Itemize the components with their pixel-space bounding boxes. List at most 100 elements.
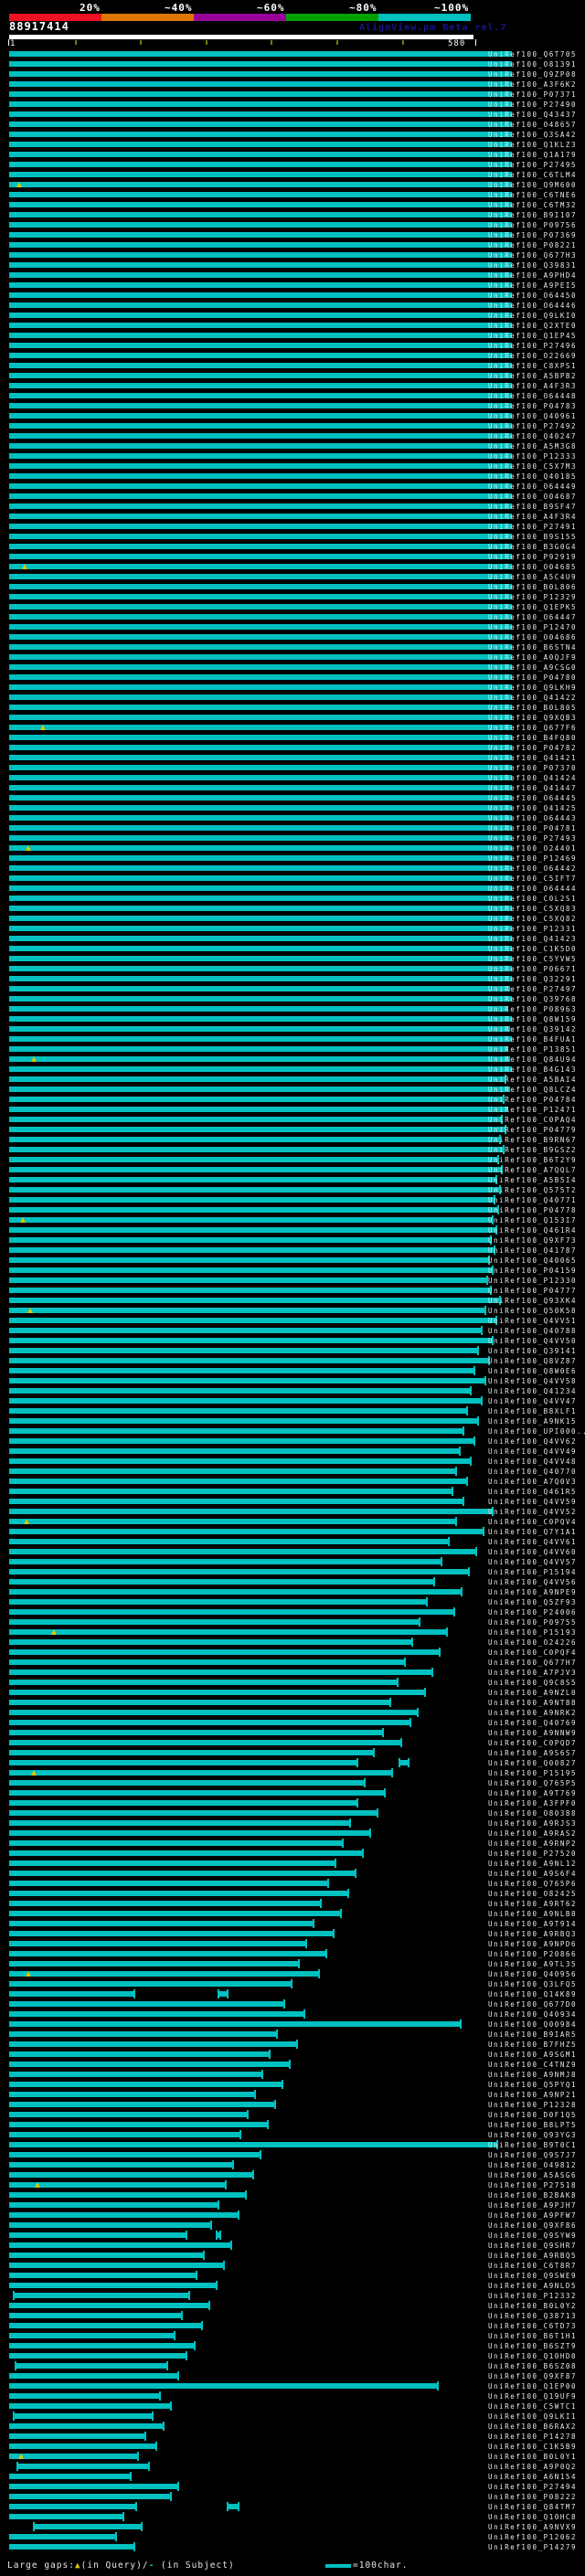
hit-label[interactable]: UniRef100_O04685	[488, 563, 578, 571]
alignment-bar[interactable]	[9, 403, 512, 408]
alignment-bar[interactable]	[9, 1810, 378, 1816]
alignment-bar[interactable]	[9, 1800, 358, 1806]
hit-label[interactable]: UniRef100_P27495	[488, 161, 578, 169]
hit-label[interactable]: UniRef100_Q461R4	[488, 1226, 578, 1235]
alignment-bar[interactable]	[9, 1257, 490, 1263]
alignment-bar[interactable]	[9, 514, 512, 519]
alignment-bar[interactable]	[9, 1338, 494, 1343]
alignment-bar[interactable]	[9, 2534, 117, 2539]
alignment-bar[interactable]	[9, 654, 512, 660]
hit-label[interactable]: UniRef100_P04779	[488, 1126, 578, 1134]
alignment-bar[interactable]	[9, 1358, 490, 1363]
alignment-bar[interactable]	[9, 996, 512, 1002]
alignment-bar[interactable]	[9, 976, 512, 981]
hit-label[interactable]: UniRef100_A9PHD4	[488, 271, 578, 280]
hit-label[interactable]: UniRef100_P27518	[488, 2181, 578, 2189]
hit-label[interactable]: UniRef100_A9NK15	[488, 1417, 578, 1426]
hit-label[interactable]: UniRef100_Q00827	[488, 1759, 578, 1767]
hit-label[interactable]: UniRef100_A9SGM1	[488, 2051, 578, 2059]
alignment-bar[interactable]	[9, 1599, 428, 1605]
alignment-bar[interactable]	[9, 594, 512, 599]
alignment-bar[interactable]	[9, 1629, 448, 1635]
alignment-bar[interactable]	[9, 1298, 501, 1303]
hit-label[interactable]: UniRef100_Q5PYQ1	[488, 2081, 578, 2089]
hit-label[interactable]: UniRef100_B2BAK8	[488, 2191, 578, 2200]
hit-label[interactable]: UniRef100_Q10HC8	[488, 2513, 578, 2521]
hit-label[interactable]: UniRef100_Q40771	[488, 1196, 578, 1204]
alignment-bar[interactable]	[9, 745, 512, 750]
alignment-bar[interactable]	[9, 614, 512, 620]
alignment-bar[interactable]	[9, 373, 512, 378]
hit-label[interactable]: UniRef100_B8LPT5	[488, 2121, 578, 2129]
hit-label[interactable]: UniRef100_P08222	[488, 2493, 578, 2501]
hit-label[interactable]: UniRef100_P12470	[488, 623, 578, 631]
hit-label[interactable]: UniRef100_P12469	[488, 854, 578, 863]
hit-label[interactable]: UniRef100_B6RAX2	[488, 2422, 578, 2431]
alignment-bar[interactable]	[9, 383, 512, 388]
hit-label[interactable]: UniRef100_B6T2Y9	[488, 1156, 578, 1164]
hit-label[interactable]: UniRef100_P27497	[488, 985, 578, 993]
hit-label[interactable]: UniRef100_B9SF47	[488, 503, 578, 511]
hit-label[interactable]: UniRef100_Q4VV57	[488, 1558, 578, 1566]
hit-label[interactable]: UniRef100_Q39141	[488, 1347, 578, 1355]
alignment-bar[interactable]	[9, 1639, 413, 1645]
hit-label[interactable]: UniRef100_A7PJV3	[488, 1669, 578, 1677]
alignment-bar[interactable]	[9, 2283, 218, 2288]
hit-label[interactable]: UniRef100_Q1A179	[488, 151, 578, 159]
alignment-bar[interactable]	[227, 2504, 239, 2509]
hit-label[interactable]: UniRef100_Q4VV61	[488, 1538, 578, 1546]
hit-label[interactable]: UniRef100_Q4VV59	[488, 1498, 578, 1506]
alignment-bar[interactable]	[9, 1690, 426, 1695]
alignment-bar[interactable]	[9, 91, 512, 97]
hit-label[interactable]: UniRef100_P12333	[488, 452, 578, 461]
alignment-bar[interactable]	[9, 1328, 483, 1333]
hit-label[interactable]: UniRef100_C5IFT7	[488, 875, 578, 883]
alignment-bar[interactable]	[9, 2092, 256, 2097]
hit-label[interactable]: UniRef100_Q43437	[488, 111, 578, 119]
alignment-bar[interactable]	[9, 705, 512, 710]
hit-label[interactable]: UniRef100_O22669	[488, 352, 578, 360]
hit-label[interactable]: UniRef100_Q1EPK5	[488, 603, 578, 611]
hit-label[interactable]: UniRef100_A9PJH7	[488, 2201, 578, 2210]
alignment-bar[interactable]	[9, 2142, 498, 2147]
hit-label[interactable]: UniRef100_UPI000..	[488, 1427, 585, 1436]
alignment-bar[interactable]	[9, 71, 512, 77]
hit-label[interactable]: UniRef100_P24006	[488, 1608, 578, 1617]
alignment-bar[interactable]	[9, 1730, 384, 1735]
hit-label[interactable]: UniRef100_Q8LCZ4	[488, 1086, 578, 1094]
alignment-bar[interactable]	[9, 1036, 512, 1042]
hit-label[interactable]: UniRef100_Q41787	[488, 1246, 578, 1255]
alignment-bar[interactable]	[9, 2443, 157, 2449]
hit-label[interactable]: UniRef100_B3G0G4	[488, 543, 578, 551]
hit-label[interactable]: UniRef100_Q40185	[488, 472, 578, 481]
hit-label[interactable]: UniRef100_Q3SA42	[488, 131, 578, 139]
hit-label[interactable]: UniRef100_Q39831	[488, 261, 578, 270]
hit-label[interactable]: UniRef100_P12332	[488, 2292, 578, 2300]
alignment-bar[interactable]	[9, 604, 512, 610]
alignment-bar[interactable]	[9, 1277, 488, 1283]
alignment-bar[interactable]	[9, 1217, 494, 1223]
alignment-bar[interactable]	[9, 2373, 179, 2379]
hit-label[interactable]: UniRef100_Q2XTE0	[488, 322, 578, 330]
alignment-bar[interactable]	[9, 916, 512, 921]
alignment-bar[interactable]	[9, 775, 512, 780]
alignment-bar[interactable]	[9, 393, 512, 398]
alignment-bar[interactable]	[9, 1931, 335, 1936]
hit-label[interactable]: UniRef100_B6SZT9	[488, 2342, 578, 2350]
hit-label[interactable]: UniRef100_A9S6S7	[488, 1749, 578, 1757]
alignment-bar[interactable]	[9, 2544, 135, 2549]
hit-label[interactable]: UniRef100_Q40961	[488, 412, 578, 420]
alignment-bar[interactable]	[9, 1609, 455, 1615]
hit-label[interactable]: UniRef100_C5XQ83	[488, 905, 578, 913]
hit-label[interactable]: UniRef100_A3F6K2	[488, 80, 578, 89]
hit-label[interactable]: UniRef100_Q9C8S5	[488, 1679, 578, 1687]
alignment-bar[interactable]	[9, 1177, 497, 1182]
hit-label[interactable]: UniRef100_C1K5D0	[488, 945, 578, 953]
alignment-bar[interactable]	[9, 2474, 132, 2479]
alignment-bar[interactable]	[9, 1207, 499, 1213]
hit-label[interactable]: UniRef100_Q40247	[488, 432, 578, 440]
hit-label[interactable]: UniRef100_O48657	[488, 121, 578, 129]
hit-label[interactable]: UniRef100_Q9SWE9	[488, 2272, 578, 2280]
alignment-bar[interactable]	[9, 1348, 479, 1353]
hit-label[interactable]: UniRef100_O64450	[488, 292, 578, 300]
